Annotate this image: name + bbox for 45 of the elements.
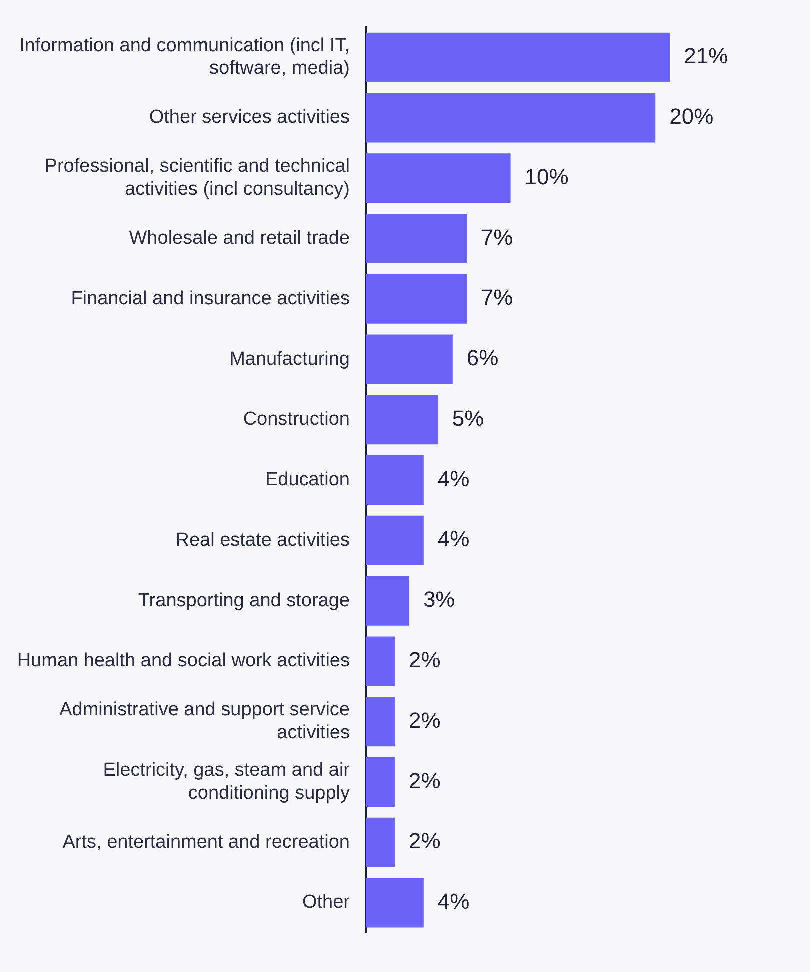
y-tick-label: Administrative and support service activities	[60, 700, 350, 744]
bar	[366, 878, 424, 928]
y-tick-label: Professional, scientific and technical activities (incl consultancy)	[44, 156, 350, 200]
bar	[366, 697, 395, 747]
bar	[366, 818, 395, 868]
y-tick-label: Manufacturing	[230, 348, 350, 370]
bar	[366, 93, 656, 143]
bar	[366, 395, 438, 445]
data-label: 2%	[408, 828, 441, 854]
data-label: 4%	[438, 526, 470, 552]
bar	[366, 516, 424, 566]
bar	[366, 757, 395, 807]
y-tick-label: Education	[265, 470, 350, 491]
bar	[366, 154, 511, 204]
data-label: 5%	[452, 406, 484, 431]
data-label: 2%	[408, 708, 441, 733]
data-label: 6%	[466, 346, 499, 371]
data-label: 10%	[524, 164, 569, 190]
data-label: 21%	[684, 44, 728, 69]
bar	[366, 274, 468, 324]
bar	[366, 32, 670, 82]
y-tick-label: Real estate activities	[176, 530, 350, 551]
data-label: 7%	[481, 285, 514, 310]
y-tick-label: Construction	[243, 409, 350, 430]
y-tick-label: Other services activities	[149, 107, 350, 128]
y-tick-label: Human health and social work activities	[17, 650, 350, 672]
data-label: 2%	[408, 648, 441, 673]
y-tick-label: Electricity, gas, steam and air conditioning supply	[103, 760, 351, 804]
bar	[366, 334, 453, 384]
data-label: 3%	[423, 587, 456, 612]
data-label: 2%	[408, 768, 441, 794]
y-tick-label: Arts, entertainment and recreation	[62, 832, 350, 853]
y-tick-label: Wholesale and retail trade	[129, 228, 350, 249]
y-tick-label: Transporting and storage	[138, 590, 350, 612]
data-label: 20%	[670, 104, 714, 130]
data-label: 7%	[481, 224, 514, 250]
bar	[366, 636, 395, 686]
data-label: 4%	[438, 466, 470, 492]
bar	[366, 576, 410, 626]
bar	[366, 214, 468, 264]
y-tick-label: Other	[302, 892, 351, 914]
bar	[366, 456, 424, 506]
data-label: 4%	[438, 889, 470, 914]
y-tick-label: Information and communication (incl IT, software, media)	[19, 35, 350, 80]
y-tick-label: Financial and insurance activities	[71, 288, 350, 310]
